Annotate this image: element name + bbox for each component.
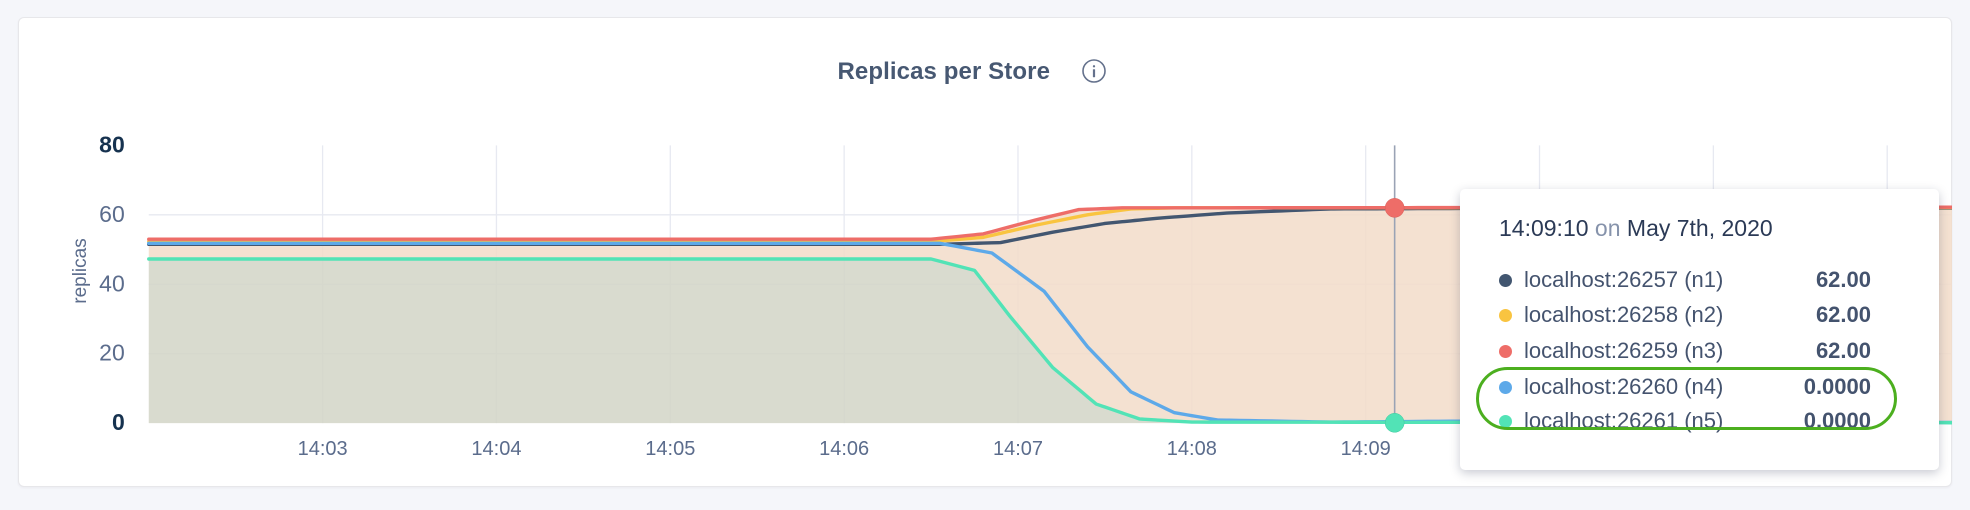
svg-text:14:04: 14:04 [471, 438, 521, 460]
svg-text:0: 0 [112, 409, 125, 435]
svg-text:80: 80 [99, 131, 125, 157]
svg-text:40: 40 [99, 270, 125, 296]
svg-text:14:06: 14:06 [819, 438, 869, 460]
svg-text:14:05: 14:05 [645, 438, 695, 460]
svg-text:14:09: 14:09 [1341, 438, 1391, 460]
svg-text:14:03: 14:03 [298, 438, 348, 460]
svg-text:14:07: 14:07 [993, 438, 1043, 460]
svg-text:14:08: 14:08 [1167, 438, 1217, 460]
svg-text:60: 60 [99, 201, 125, 227]
svg-text:20: 20 [99, 340, 125, 366]
